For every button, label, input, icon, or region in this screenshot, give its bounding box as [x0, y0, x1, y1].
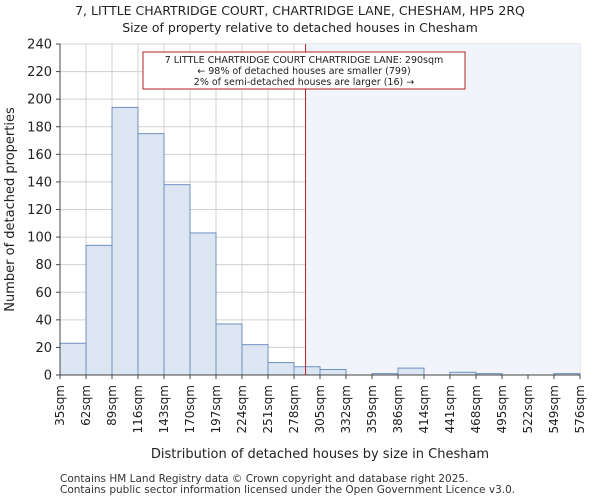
- chart-subtitle: Size of property relative to detached ho…: [122, 20, 478, 35]
- footer-licence: Contains public sector information licen…: [60, 484, 516, 496]
- histogram-bar: [215, 323, 243, 376]
- x-tick-label: 62sqm: [79, 385, 93, 426]
- x-tick-label: 332sqm: [339, 385, 353, 433]
- histogram-bar: [137, 133, 165, 376]
- histogram-bar: [59, 342, 87, 376]
- histogram-bar: [111, 106, 139, 376]
- y-tick-label: 180: [27, 120, 52, 135]
- annotation-line-1: 7 LITTLE CHARTRIDGE COURT CHARTRIDGE LAN…: [165, 55, 444, 66]
- histogram-bar: [163, 184, 191, 376]
- y-tick-label: 80: [35, 258, 52, 273]
- histogram-bar: [397, 367, 425, 376]
- y-tick-label: 240: [27, 38, 52, 53]
- y-tick-label: 160: [27, 148, 52, 163]
- y-tick-label: 60: [35, 286, 52, 301]
- y-tick-label: 140: [27, 175, 52, 190]
- chart-title: 7, LITTLE CHARTRIDGE COURT, CHARTRIDGE L…: [75, 3, 525, 18]
- histogram-bar: [85, 244, 113, 376]
- histogram-bar: [189, 232, 217, 376]
- y-tick-label: 0: [44, 369, 52, 384]
- y-tick-label: 220: [27, 65, 52, 80]
- y-tick-label: 100: [27, 231, 52, 246]
- histogram-bar: [293, 366, 321, 376]
- y-tick-label: 20: [35, 341, 52, 356]
- histogram-bar: [241, 344, 269, 376]
- histogram-bar: [319, 368, 347, 376]
- x-tick-label: 522sqm: [521, 385, 535, 433]
- x-axis-label: Distribution of detached houses by size …: [151, 447, 489, 462]
- x-tick-label: 170sqm: [183, 385, 197, 433]
- annotation-box: [142, 51, 466, 90]
- x-tick-label: 224sqm: [235, 385, 249, 433]
- annotation-line-2: ← 98% of detached houses are smaller (79…: [197, 66, 410, 77]
- larger-properties-region: [305, 44, 580, 375]
- x-tick-label: 251sqm: [261, 385, 275, 433]
- x-tick-label: 278sqm: [287, 385, 301, 433]
- x-tick-label: 89sqm: [105, 385, 119, 426]
- x-tick-label: 386sqm: [391, 385, 405, 433]
- histogram-bar: [267, 362, 295, 376]
- x-tick-label: 549sqm: [547, 385, 561, 433]
- x-tick-label: 143sqm: [157, 385, 171, 433]
- y-axis-label: Number of detached properties: [3, 107, 18, 312]
- x-tick-label: 197sqm: [209, 385, 223, 433]
- x-tick-label: 441sqm: [443, 385, 457, 433]
- x-tick-label: 414sqm: [417, 385, 431, 433]
- x-tick-label: 35sqm: [53, 385, 67, 426]
- y-tick-label: 200: [27, 93, 52, 108]
- annotation-line-3: 2% of semi-detached houses are larger (1…: [194, 77, 414, 88]
- x-tick-label: 576sqm: [573, 385, 587, 433]
- x-tick-label: 305sqm: [313, 385, 327, 433]
- x-tick-label: 468sqm: [469, 385, 483, 433]
- footer-copyright: Contains HM Land Registry data © Crown c…: [60, 473, 469, 485]
- y-tick-label: 120: [27, 203, 52, 218]
- x-tick-label: 495sqm: [495, 385, 509, 433]
- y-tick-label: 40: [35, 313, 52, 328]
- x-tick-label: 116sqm: [131, 385, 145, 433]
- x-tick-label: 359sqm: [365, 385, 379, 433]
